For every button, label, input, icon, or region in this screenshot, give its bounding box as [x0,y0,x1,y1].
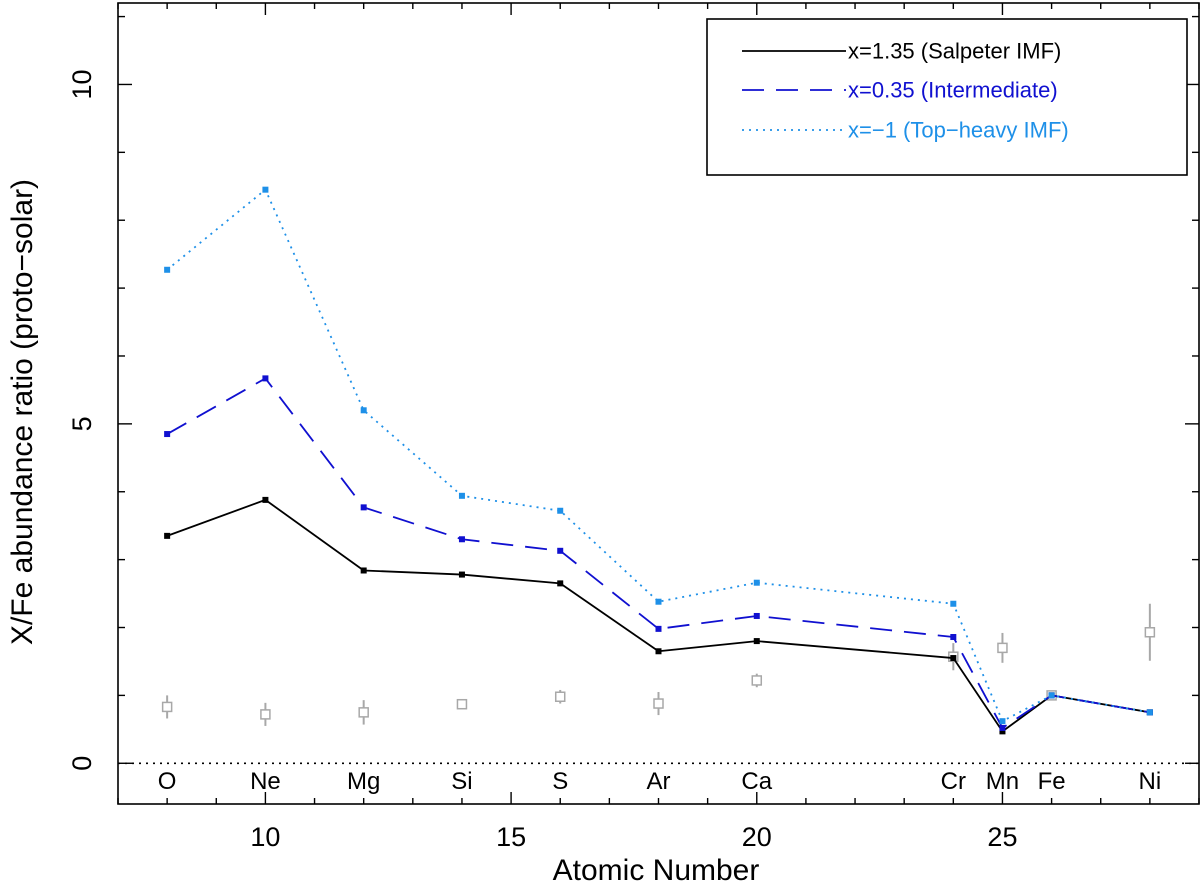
x-tick-label: 10 [250,822,280,852]
series-point [753,612,760,619]
element-label: O [158,768,177,795]
observed-point [554,691,566,702]
legend-label: x=1.35 (Salpeter IMF) [848,39,1061,64]
series-point [360,407,367,414]
model-series [164,186,1153,735]
element-label: Ne [250,768,281,795]
element-label: Ar [647,768,671,795]
series-point [164,532,171,539]
observed-points [161,603,1156,726]
series-point [262,375,269,382]
element-label: Ca [741,768,772,795]
series-point [557,580,564,587]
series-point [999,718,1006,725]
series-point [262,186,269,193]
series-point [360,567,367,574]
series-point [753,579,760,586]
series-point [655,648,662,655]
element-label: Si [451,768,472,795]
observed-point [751,675,763,686]
y-tick-label: 0 [67,756,97,771]
axis-ticks: 10 15 20 25 0 5 10 [67,3,1200,852]
element-label: Ni [1139,768,1162,795]
x-tick-label: 20 [742,822,772,852]
legend-label: x=0.35 (Intermediate) [848,78,1058,103]
x-axis-title: Atomic Number [553,854,760,887]
element-label: Mg [347,768,380,795]
observed-point [358,707,369,718]
series-point [753,638,760,645]
x-tick-label: 25 [987,822,1017,852]
y-axis-title: X/Fe abundance ratio (proto−solar) [6,179,39,645]
element-label: Mn [986,768,1019,795]
series-point [950,655,957,662]
legend-box [706,18,1188,176]
legend-label: x=−1 (Top−heavy IMF) [848,118,1069,143]
series-point [164,266,171,273]
series-point [458,536,465,543]
series-point [458,571,465,578]
series-point [557,507,564,514]
series-point [458,492,465,499]
series-point [262,496,269,503]
element-labels: O Ne Mg Si S Ar Ca Cr Mn Fe Ni [158,768,1161,795]
series-point [950,600,957,607]
series-point [164,431,171,438]
element-label: Cr [941,768,966,795]
series-point [655,598,662,605]
element-label: S [552,768,568,795]
element-label: Fe [1038,768,1066,795]
observed-point [997,642,1008,654]
observed-point [161,701,173,713]
y-tick-label: 5 [67,416,97,431]
series-line [166,188,1151,723]
series-point [999,724,1006,731]
y-tick-label: 10 [67,69,97,99]
observed-point [1144,627,1156,638]
series-point [1048,692,1055,699]
series-point [1146,709,1153,716]
observed-point [456,698,468,710]
observed-point [260,709,271,720]
series-point [655,625,662,632]
series-point [999,728,1006,735]
legend: x=1.35 (Salpeter IMF) x=0.35 (Intermediat… [706,18,1188,176]
series-point [950,634,957,641]
series-line [166,377,1151,729]
series-point [360,504,367,511]
x-tick-label: 15 [496,822,526,852]
observed-point [653,698,664,709]
series-point [557,547,564,554]
